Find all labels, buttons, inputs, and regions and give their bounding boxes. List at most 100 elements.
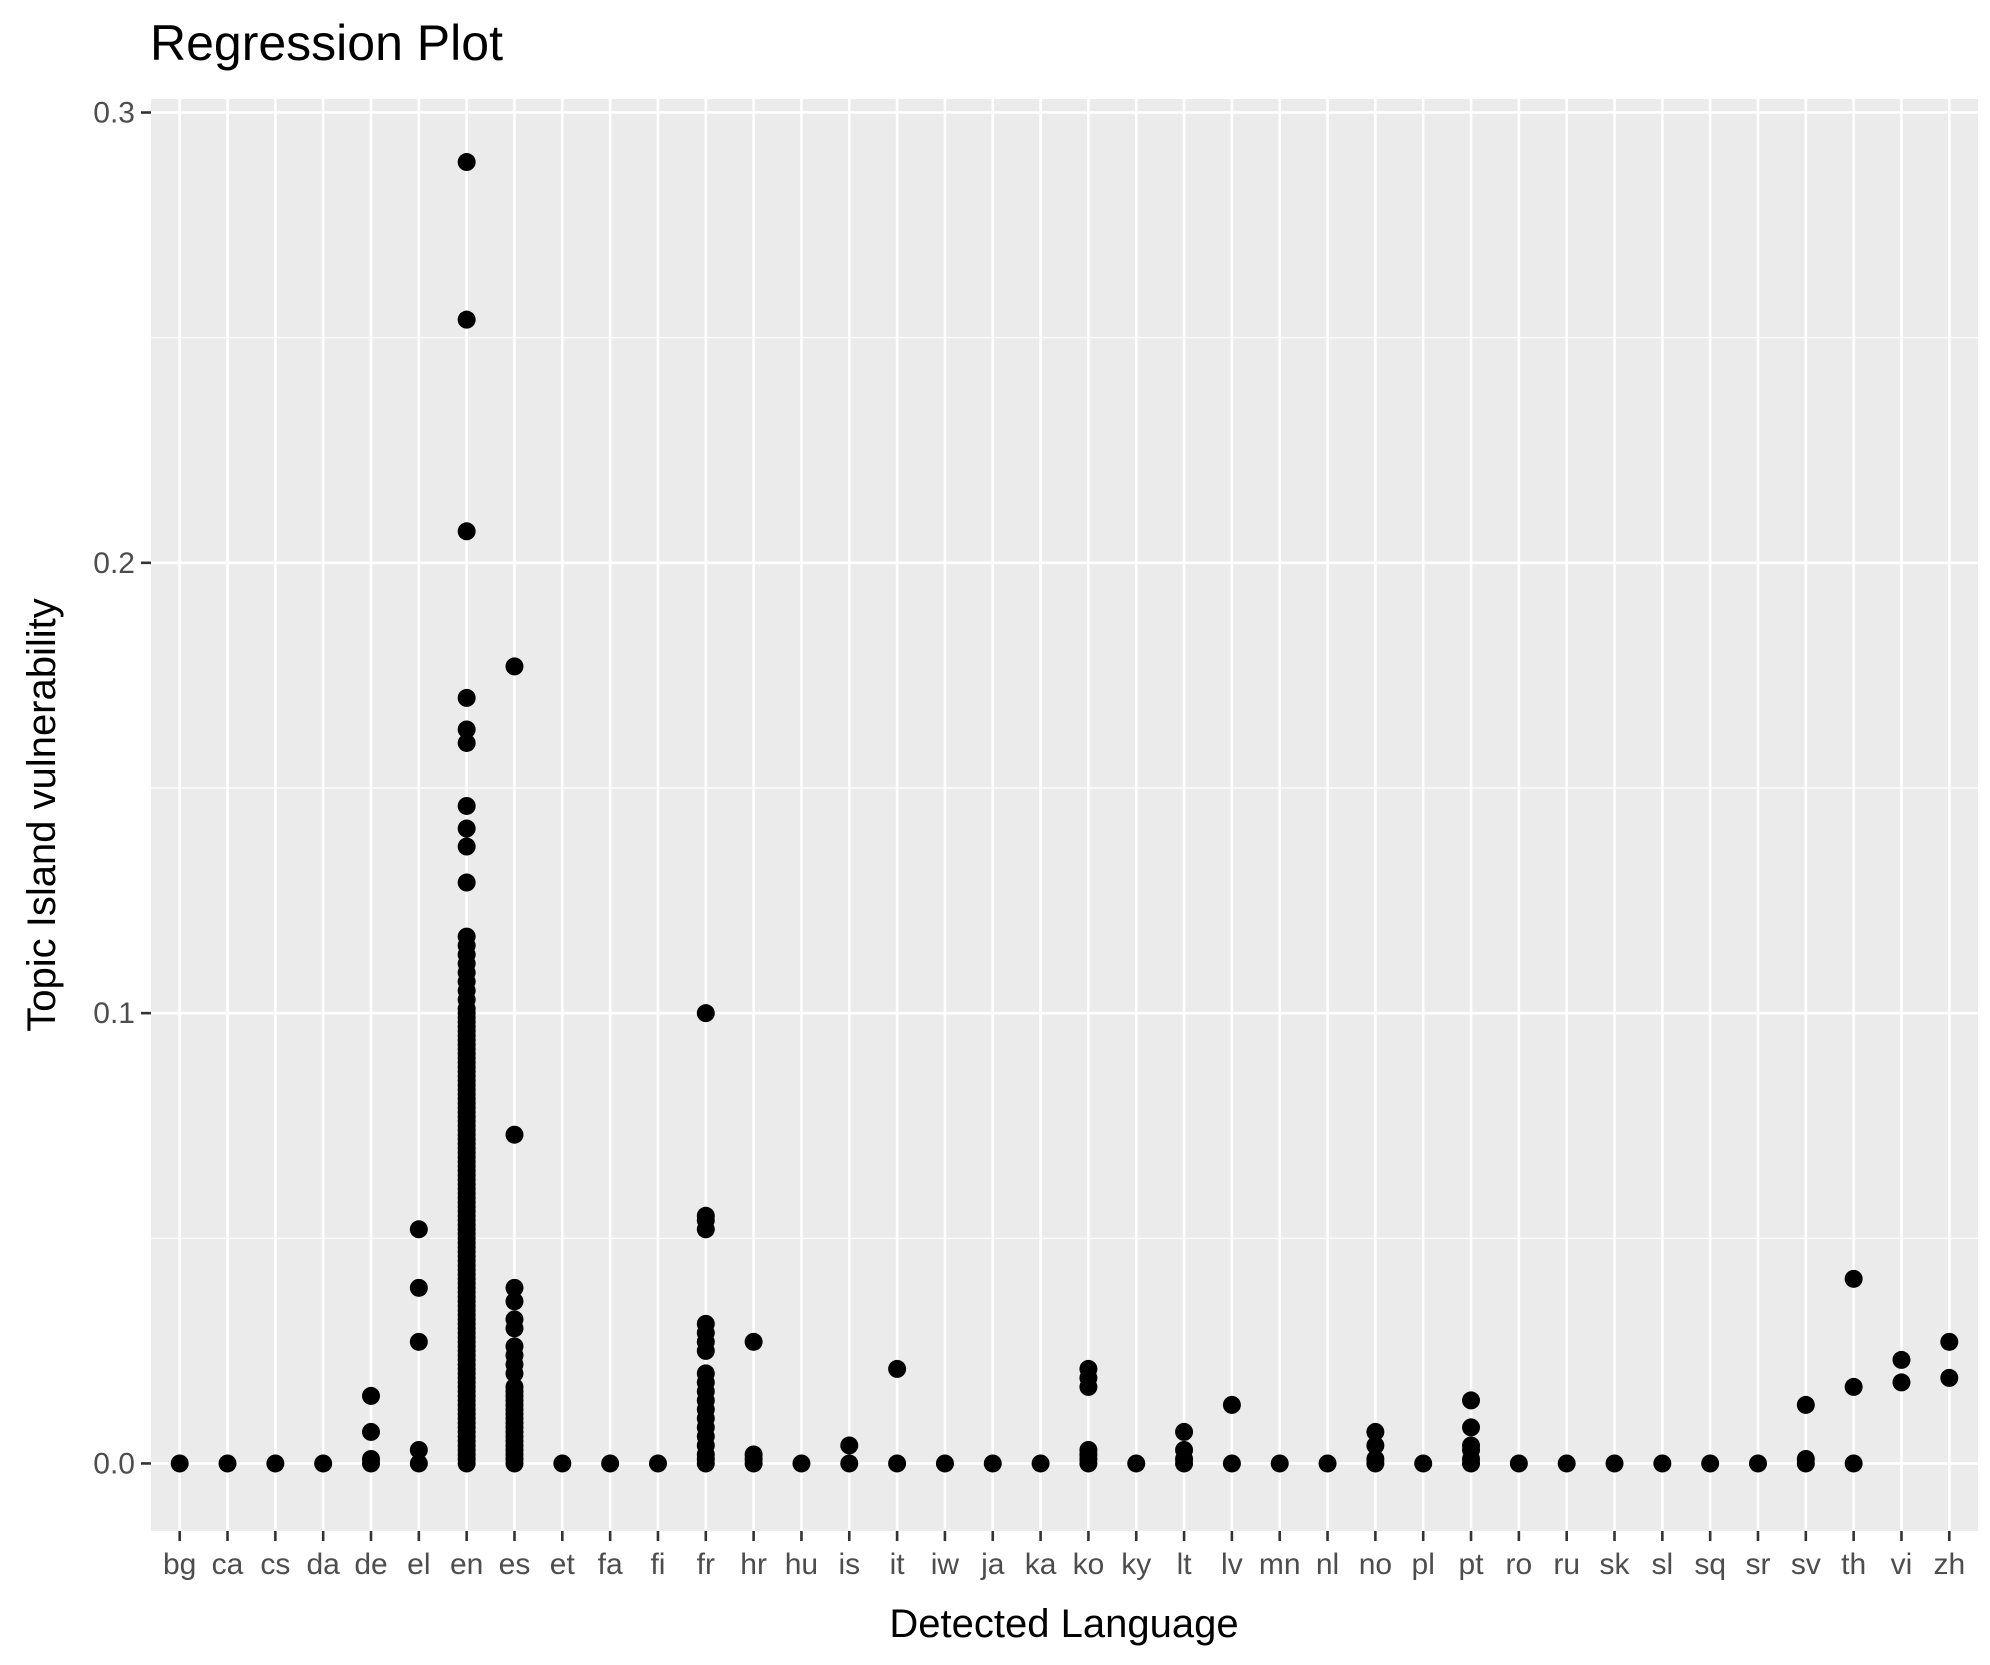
y-tick-label: 0.3	[93, 97, 135, 130]
x-tick-label: ja	[980, 1548, 1005, 1581]
data-point	[457, 819, 476, 838]
data-point	[457, 927, 476, 946]
data-point	[362, 1386, 381, 1405]
x-tick-label: zh	[1933, 1548, 1965, 1581]
data-point	[1079, 1359, 1098, 1378]
x-tick-label: sk	[1600, 1548, 1631, 1581]
data-point	[1079, 1440, 1098, 1459]
x-tick-label: bg	[163, 1548, 196, 1581]
data-point	[505, 657, 524, 676]
data-point	[1222, 1454, 1241, 1473]
x-tick-label: ky	[1121, 1548, 1151, 1581]
data-point	[505, 1337, 524, 1356]
data-point	[362, 1422, 381, 1441]
data-point	[170, 1454, 189, 1473]
x-tick-label: hr	[740, 1548, 767, 1581]
x-tick-label: lv	[1221, 1548, 1243, 1581]
x-tick-label: et	[550, 1548, 576, 1581]
y-axis: 0.0 0.1 0.2 0.3	[93, 97, 151, 1480]
data-point	[1892, 1373, 1911, 1392]
x-tick-label: pt	[1459, 1548, 1485, 1581]
data-point	[505, 1310, 524, 1329]
data-point	[601, 1454, 620, 1473]
data-point	[696, 1206, 715, 1225]
data-point	[1462, 1418, 1481, 1437]
data-point	[457, 837, 476, 856]
x-tick-label: ka	[1025, 1548, 1057, 1581]
data-point	[1557, 1454, 1576, 1473]
x-tick-label: is	[838, 1548, 860, 1581]
data-point	[553, 1454, 572, 1473]
data-point	[409, 1278, 428, 1297]
y-tick-label: 0.2	[93, 547, 135, 580]
y-tick-label: 0.0	[93, 1447, 135, 1480]
x-tick-label: nl	[1316, 1548, 1339, 1581]
data-point	[1414, 1454, 1433, 1473]
data-point	[457, 720, 476, 739]
data-point	[457, 733, 476, 752]
x-tick-label: fr	[697, 1548, 715, 1581]
x-tick-label: vi	[1891, 1548, 1913, 1581]
x-tick-label: th	[1841, 1548, 1866, 1581]
data-point	[409, 1454, 428, 1473]
x-tick-label: sv	[1791, 1548, 1821, 1581]
chart-title: Regression Plot	[150, 15, 503, 71]
x-tick-label: en	[450, 1548, 483, 1581]
x-axis-title: Detected Language	[889, 1602, 1238, 1646]
x-tick-label: el	[407, 1548, 430, 1581]
data-point	[314, 1454, 333, 1473]
data-point	[409, 1220, 428, 1239]
data-point	[888, 1359, 907, 1378]
data-point	[744, 1445, 763, 1464]
data-point	[888, 1454, 907, 1473]
x-tick-label: mn	[1259, 1548, 1301, 1581]
data-point	[1270, 1454, 1289, 1473]
x-tick-label: sq	[1694, 1548, 1726, 1581]
data-point	[1940, 1368, 1959, 1387]
data-point	[1318, 1454, 1337, 1473]
x-axis: bg ca cs da de el en es et fa fi fr hr hu is it iw ja ka ko…	[163, 1531, 1965, 1581]
x-tick-label: no	[1359, 1548, 1392, 1581]
data-point	[1844, 1269, 1863, 1288]
data-point	[1796, 1449, 1815, 1468]
data-point	[1175, 1440, 1194, 1459]
data-point	[1509, 1454, 1528, 1473]
x-tick-label: es	[499, 1548, 531, 1581]
data-point	[840, 1436, 859, 1455]
x-tick-label: sr	[1745, 1548, 1770, 1581]
data-point	[1796, 1395, 1815, 1414]
data-point	[218, 1454, 237, 1473]
y-tick-label: 0.1	[93, 997, 135, 1030]
data-point	[409, 1440, 428, 1459]
x-tick-label: it	[890, 1548, 906, 1581]
data-point	[1366, 1436, 1385, 1455]
plot-panel	[151, 99, 1978, 1531]
data-point	[1031, 1454, 1050, 1473]
x-tick-label: ro	[1506, 1548, 1533, 1581]
data-point	[1748, 1454, 1767, 1473]
data-point	[362, 1449, 381, 1468]
x-tick-label: ca	[212, 1548, 244, 1581]
data-point	[457, 310, 476, 329]
data-point	[696, 1004, 715, 1023]
x-tick-label: fi	[650, 1548, 665, 1581]
data-point	[648, 1454, 667, 1473]
data-point	[840, 1454, 859, 1473]
data-point	[505, 1377, 524, 1396]
data-point	[1844, 1377, 1863, 1396]
data-point	[792, 1454, 811, 1473]
x-tick-label: pl	[1412, 1548, 1435, 1581]
data-point	[983, 1454, 1002, 1473]
data-point	[1366, 1422, 1385, 1441]
x-tick-label: cs	[260, 1548, 290, 1581]
data-point	[935, 1454, 954, 1473]
x-tick-label: iw	[931, 1548, 960, 1581]
x-tick-label: ru	[1553, 1548, 1580, 1581]
data-point	[1940, 1332, 1959, 1351]
data-point	[457, 688, 476, 707]
data-point	[1653, 1454, 1672, 1473]
data-point	[1222, 1395, 1241, 1414]
data-point	[1701, 1454, 1720, 1473]
data-point	[505, 1278, 524, 1297]
data-point	[457, 153, 476, 172]
